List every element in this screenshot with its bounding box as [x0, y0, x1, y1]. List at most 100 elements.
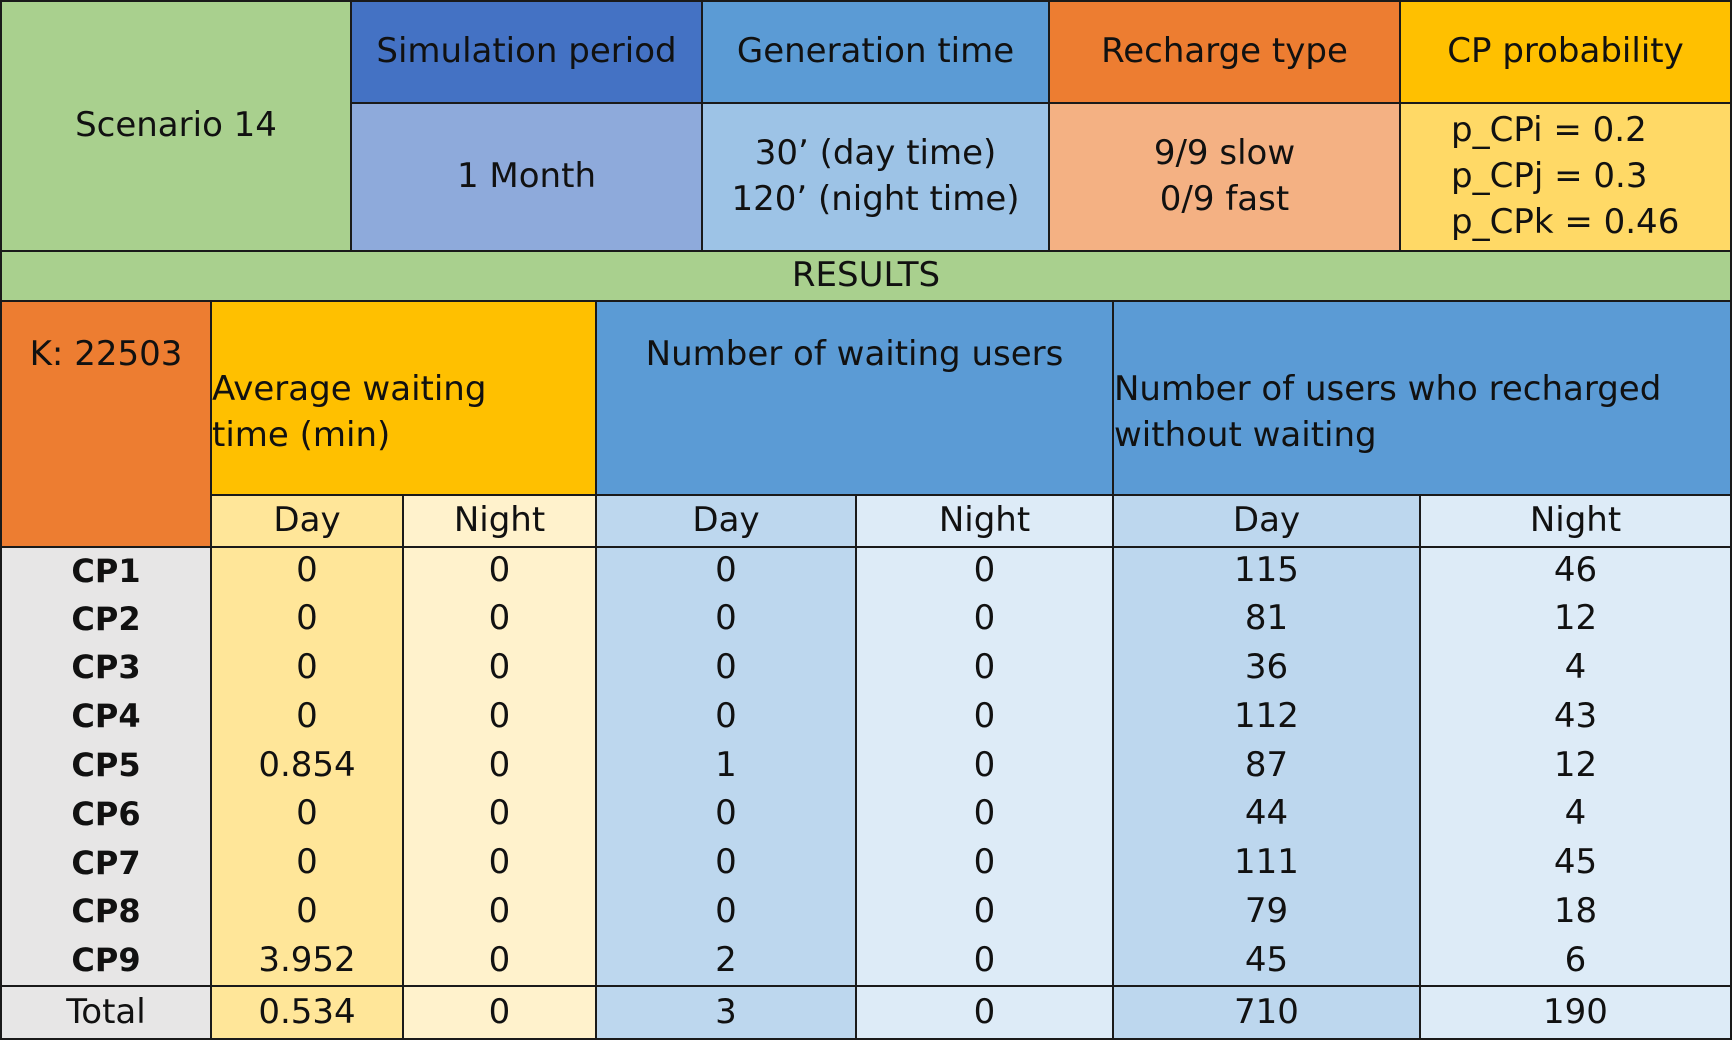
recharged-day-text: 44	[1244, 793, 1289, 834]
recharged-day-text: 36	[1244, 647, 1289, 688]
avg-wait-day: 0.854	[210, 741, 404, 790]
recharged-night-text: 12	[1553, 744, 1598, 785]
recharged-night-text: 18	[1553, 891, 1598, 932]
subheader-recharged-day-text: Day	[1232, 500, 1301, 541]
total-waiting-users-day-text: 3	[715, 991, 737, 1032]
recharged-night: 4	[1419, 790, 1732, 839]
waiting-users-night-text: 0	[973, 695, 996, 736]
cp-label-text: CP1	[71, 551, 141, 590]
recharged-night-text: 46	[1553, 550, 1598, 591]
recharge-type-fast: 0/9 fast	[1159, 179, 1290, 219]
avg-wait-night-text: 0	[488, 939, 511, 980]
subheader-recharged-night-text: Night	[1529, 500, 1622, 541]
avg-wait-night: 0	[402, 741, 597, 790]
cp-label-text: CP6	[71, 794, 141, 833]
cp-label-text: CP2	[71, 599, 141, 638]
avg-wait-night: 0	[402, 594, 597, 644]
recharged-day-text: 115	[1234, 550, 1299, 591]
recharged-day-text: 81	[1244, 598, 1289, 639]
cp-label: CP7	[0, 838, 212, 888]
subheader-waiting-day: Day	[595, 494, 857, 548]
waiting-users-night-text: 0	[973, 842, 996, 883]
avg-wait-day: 0	[210, 692, 404, 742]
avg-wait-day-text: 0	[296, 550, 318, 591]
cp-label: CP8	[0, 887, 212, 937]
cp-probability-j: p_CPj = 0.3	[1451, 156, 1648, 197]
recharged-night: 45	[1419, 838, 1732, 888]
avg-wait-day: 0	[210, 887, 404, 937]
recharged-without-waiting-line-1: Number of users who recharged	[1114, 369, 1662, 410]
recharged-night: 12	[1419, 741, 1732, 790]
avg-wait-night: 0	[402, 790, 597, 839]
recharged-night: 43	[1419, 692, 1732, 742]
subheader-recharged-night: Night	[1419, 494, 1732, 548]
recharged-day-text: 111	[1234, 842, 1299, 883]
subheader-waiting-day-text: Day	[692, 500, 760, 541]
avg-wait-day-text: 0	[296, 647, 318, 688]
waiting-users-day-text: 0	[715, 550, 737, 591]
recharged-day: 44	[1112, 790, 1421, 839]
avg-wait-night: 0	[402, 887, 597, 937]
recharged-day: 79	[1112, 887, 1421, 937]
simulation-period-header: Simulation period	[350, 0, 703, 104]
k-value-label: K: 22503	[0, 300, 212, 548]
avg-wait-night: 0	[402, 692, 597, 742]
subheader-avg-night-text: Night	[453, 500, 546, 541]
waiting-users-night: 0	[855, 790, 1114, 839]
cp-label-text: CP7	[71, 843, 141, 882]
total-recharged-night: 190	[1419, 985, 1732, 1040]
total-waiting-users-night: 0	[855, 985, 1114, 1040]
cp-label-text: CP8	[71, 892, 141, 931]
waiting-users-night: 0	[855, 887, 1114, 937]
waiting-users-night: 0	[855, 692, 1114, 742]
avg-wait-night-text: 0	[488, 842, 511, 883]
recharged-without-waiting-header: Number of users who recharged without wa…	[1112, 300, 1732, 496]
cp-label-text: CP4	[71, 697, 141, 736]
avg-wait-night-text: 0	[488, 793, 511, 834]
total-recharged-night-text: 190	[1543, 991, 1608, 1032]
simulation-period-value-text: 1 Month	[456, 156, 596, 197]
recharged-night-text: 4	[1564, 793, 1587, 834]
simulation-period-header-text: Simulation period	[376, 31, 677, 72]
waiting-users-header: Number of waiting users	[595, 300, 1114, 496]
recharged-day: 87	[1112, 741, 1421, 790]
avg-wait-night-text: 0	[488, 891, 511, 932]
waiting-users-day: 0	[595, 887, 857, 937]
waiting-users-day: 0	[595, 546, 857, 595]
simulation-period-value: 1 Month	[350, 102, 703, 252]
avg-wait-day: 0	[210, 838, 404, 888]
cp-probability-value: p_CPi = 0.2 p_CPj = 0.3 p_CPk = 0.46	[1399, 102, 1732, 252]
total-recharged-day-text: 710	[1234, 991, 1299, 1032]
waiting-users-night: 0	[855, 546, 1114, 595]
total-recharged-day: 710	[1112, 985, 1421, 1040]
cp-label: CP6	[0, 790, 212, 839]
subheader-avg-night: Night	[402, 494, 597, 548]
total-avg-wait-night-text: 0	[488, 991, 511, 1032]
average-waiting-time-line-1: Average waiting	[212, 369, 487, 410]
cp-label: CP2	[0, 594, 212, 644]
recharge-type-slow: 9/9 slow	[1153, 133, 1296, 174]
waiting-users-day-text: 0	[715, 793, 737, 834]
recharged-night-text: 43	[1553, 695, 1598, 736]
cp-probability-header-text: CP probability	[1447, 31, 1684, 72]
recharged-day: 111	[1112, 838, 1421, 888]
generation-time-header: Generation time	[701, 0, 1050, 104]
total-avg-wait-day-text: 0.534	[258, 991, 356, 1032]
avg-wait-day-text: 3.952	[258, 939, 356, 980]
waiting-users-day: 0	[595, 643, 857, 693]
avg-wait-night-text: 0	[488, 695, 511, 736]
avg-wait-night: 0	[402, 546, 597, 595]
avg-wait-day: 0	[210, 790, 404, 839]
avg-wait-day: 0	[210, 546, 404, 595]
recharged-day: 36	[1112, 643, 1421, 693]
avg-wait-day-text: 0	[296, 598, 318, 639]
generation-time-night: 120’ (night time)	[731, 179, 1020, 219]
cp-label-text: CP9	[71, 941, 141, 980]
waiting-users-day: 0	[595, 838, 857, 888]
cp-probability-k: p_CPk = 0.46	[1451, 201, 1680, 242]
scenario-label-text: Scenario 14	[75, 105, 277, 146]
waiting-users-night-text: 0	[973, 939, 996, 980]
waiting-users-day: 1	[595, 741, 857, 790]
recharged-day: 45	[1112, 936, 1421, 986]
waiting-users-night-text: 0	[973, 598, 996, 639]
